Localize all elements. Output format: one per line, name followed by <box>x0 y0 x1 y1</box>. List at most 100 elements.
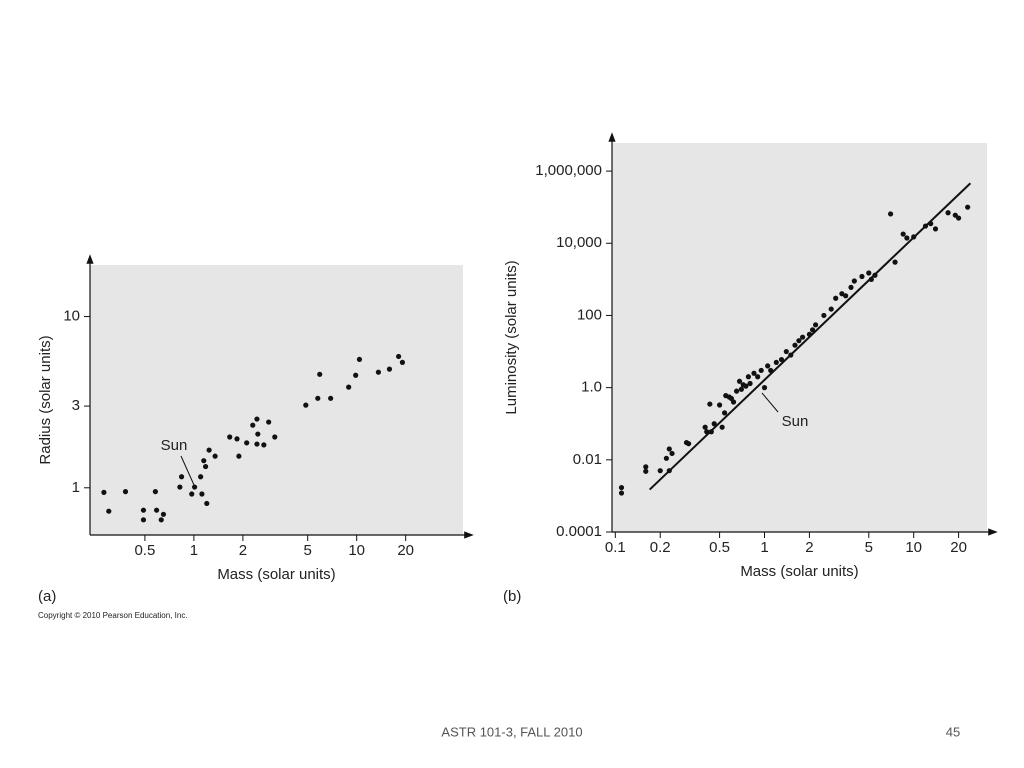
point <box>255 431 261 437</box>
point <box>704 429 710 435</box>
point <box>254 441 260 447</box>
copyright: Copyright © 2010 Pearson Education, Inc. <box>38 611 188 620</box>
x-tick-label: 0.5 <box>134 542 155 559</box>
point <box>178 474 185 480</box>
x-tick-label: 10 <box>905 539 922 556</box>
point <box>922 223 929 229</box>
footer-page: 45 <box>946 724 960 739</box>
point <box>122 489 129 495</box>
point <box>900 231 906 237</box>
point <box>736 378 743 384</box>
point <box>399 359 406 365</box>
point <box>158 517 164 523</box>
annotation-line <box>761 392 779 413</box>
point <box>618 484 625 491</box>
point <box>657 468 663 474</box>
y-tick-label: 1.0 <box>581 379 602 396</box>
point <box>191 484 198 490</box>
point <box>743 383 749 389</box>
point <box>140 517 147 523</box>
point <box>751 370 757 376</box>
point <box>809 327 816 333</box>
point <box>202 463 209 470</box>
point <box>204 500 210 507</box>
point <box>747 380 753 387</box>
y-tick-label: 1,000,000 <box>535 162 602 179</box>
point <box>317 371 323 377</box>
point <box>234 436 240 442</box>
x-tick-label: 2 <box>239 542 247 559</box>
footer-course: ASTR 101-3, FALL 2010 <box>441 724 582 739</box>
point <box>828 306 834 312</box>
point <box>177 484 183 490</box>
point <box>198 474 204 480</box>
point <box>199 491 205 497</box>
point <box>887 211 894 217</box>
x-tick-label: 5 <box>303 542 311 559</box>
point <box>866 270 872 276</box>
point <box>272 434 278 440</box>
point <box>106 508 112 514</box>
point <box>303 402 309 408</box>
point <box>643 464 649 470</box>
point <box>719 424 725 430</box>
point <box>911 234 917 240</box>
x-tick-label: 0.5 <box>709 539 730 556</box>
point <box>773 359 779 366</box>
panel-label: (b) <box>503 588 521 605</box>
point <box>821 312 827 319</box>
point <box>859 273 865 280</box>
point <box>812 322 819 328</box>
point <box>618 490 625 496</box>
point <box>745 374 752 380</box>
point <box>663 455 670 461</box>
x-axis-label: Mass (solar units) <box>217 566 335 583</box>
point <box>932 226 939 232</box>
point <box>315 395 321 401</box>
y-tick-label: 3 <box>72 397 80 414</box>
x-tick-label: 1 <box>760 539 768 556</box>
plot-area <box>612 143 987 532</box>
point <box>730 399 737 405</box>
point <box>765 363 771 369</box>
y-axis-label: Radius (solar units) <box>37 335 54 464</box>
point <box>244 440 250 446</box>
point <box>189 491 195 497</box>
panel-label: (a) <box>38 588 56 605</box>
point <box>868 276 874 282</box>
point <box>212 453 218 459</box>
point <box>945 210 951 216</box>
point <box>227 434 233 440</box>
point <box>733 388 740 394</box>
x-tick-label: 20 <box>950 539 967 556</box>
point <box>643 468 649 474</box>
point <box>201 458 207 464</box>
point <box>928 221 934 227</box>
point <box>152 489 158 495</box>
x-tick-label: 2 <box>805 539 813 556</box>
point <box>375 369 382 375</box>
y-tick-label: 0.01 <box>573 451 602 468</box>
point <box>702 424 708 430</box>
y-tick-label: 10,000 <box>556 234 602 251</box>
y-tick-label: 100 <box>577 306 602 323</box>
point <box>346 384 352 390</box>
point <box>160 511 167 517</box>
y-tick-label: 0.0001 <box>556 523 602 540</box>
x-tick-label: 20 <box>397 542 414 559</box>
point <box>833 295 839 301</box>
point <box>965 204 971 210</box>
point <box>386 366 393 372</box>
point <box>686 441 692 447</box>
point <box>721 410 728 416</box>
point <box>806 331 813 337</box>
point <box>848 284 854 290</box>
point <box>904 235 910 241</box>
point <box>717 402 723 408</box>
y-axis-label: Luminosity (solar units) <box>503 260 520 414</box>
point <box>851 278 857 284</box>
point <box>761 385 768 391</box>
point <box>261 442 267 448</box>
y-tick-label: 1 <box>72 479 80 496</box>
point <box>666 446 672 452</box>
